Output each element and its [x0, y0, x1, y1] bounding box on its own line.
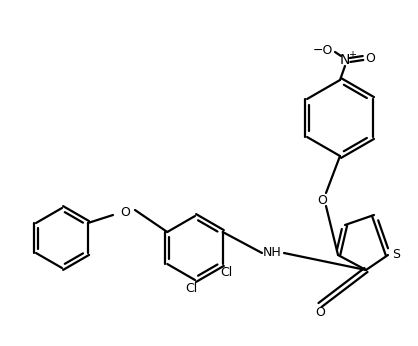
Text: O: O — [315, 306, 325, 319]
Text: O: O — [120, 206, 130, 219]
Text: −O: −O — [313, 44, 333, 56]
Text: Cl: Cl — [185, 282, 197, 294]
Text: Cl: Cl — [221, 265, 233, 279]
Text: N: N — [340, 53, 350, 67]
Text: O: O — [317, 193, 327, 207]
Text: S: S — [392, 248, 400, 262]
Text: +: + — [348, 50, 356, 60]
Text: NH: NH — [263, 246, 281, 260]
Text: O: O — [365, 52, 375, 64]
